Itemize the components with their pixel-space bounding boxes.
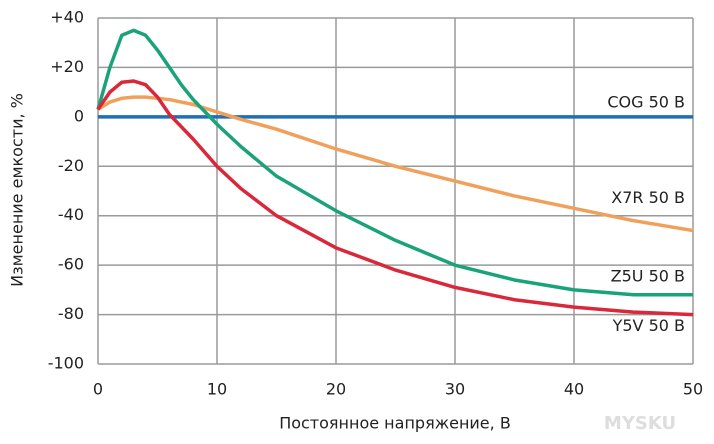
- y-axis-label: Изменение емкости, %: [8, 93, 27, 287]
- series-label: Z5U 50 В: [611, 266, 685, 285]
- y-tick-label: +20: [50, 57, 84, 76]
- x-tick-label: 50: [683, 380, 703, 399]
- y-tick-label: -100: [48, 354, 84, 373]
- y-tick-label: +40: [50, 8, 84, 27]
- y-tick-label: -60: [58, 255, 84, 274]
- watermark: MYSKU: [604, 413, 676, 434]
- x-axis-label: Постоянное напряжение, В: [279, 414, 511, 433]
- x-tick-label: 20: [326, 380, 346, 399]
- x-tick-label: 10: [207, 380, 227, 399]
- x-tick-label: 0: [93, 380, 103, 399]
- series-line: [97, 95, 694, 233]
- series-line: [96, 79, 694, 317]
- y-tick-label: -80: [58, 304, 84, 323]
- series-label: Y5V 50 В: [612, 316, 685, 335]
- series-label: X7R 50 В: [611, 188, 685, 207]
- y-tick-label: -20: [58, 156, 84, 175]
- y-tick-label: 0: [74, 106, 84, 125]
- series-label: COG 50 В: [607, 92, 685, 111]
- x-tick-label: 30: [445, 380, 465, 399]
- y-tick-label: -40: [58, 205, 84, 224]
- series-line: [96, 28, 693, 297]
- x-tick-label: 40: [564, 380, 584, 399]
